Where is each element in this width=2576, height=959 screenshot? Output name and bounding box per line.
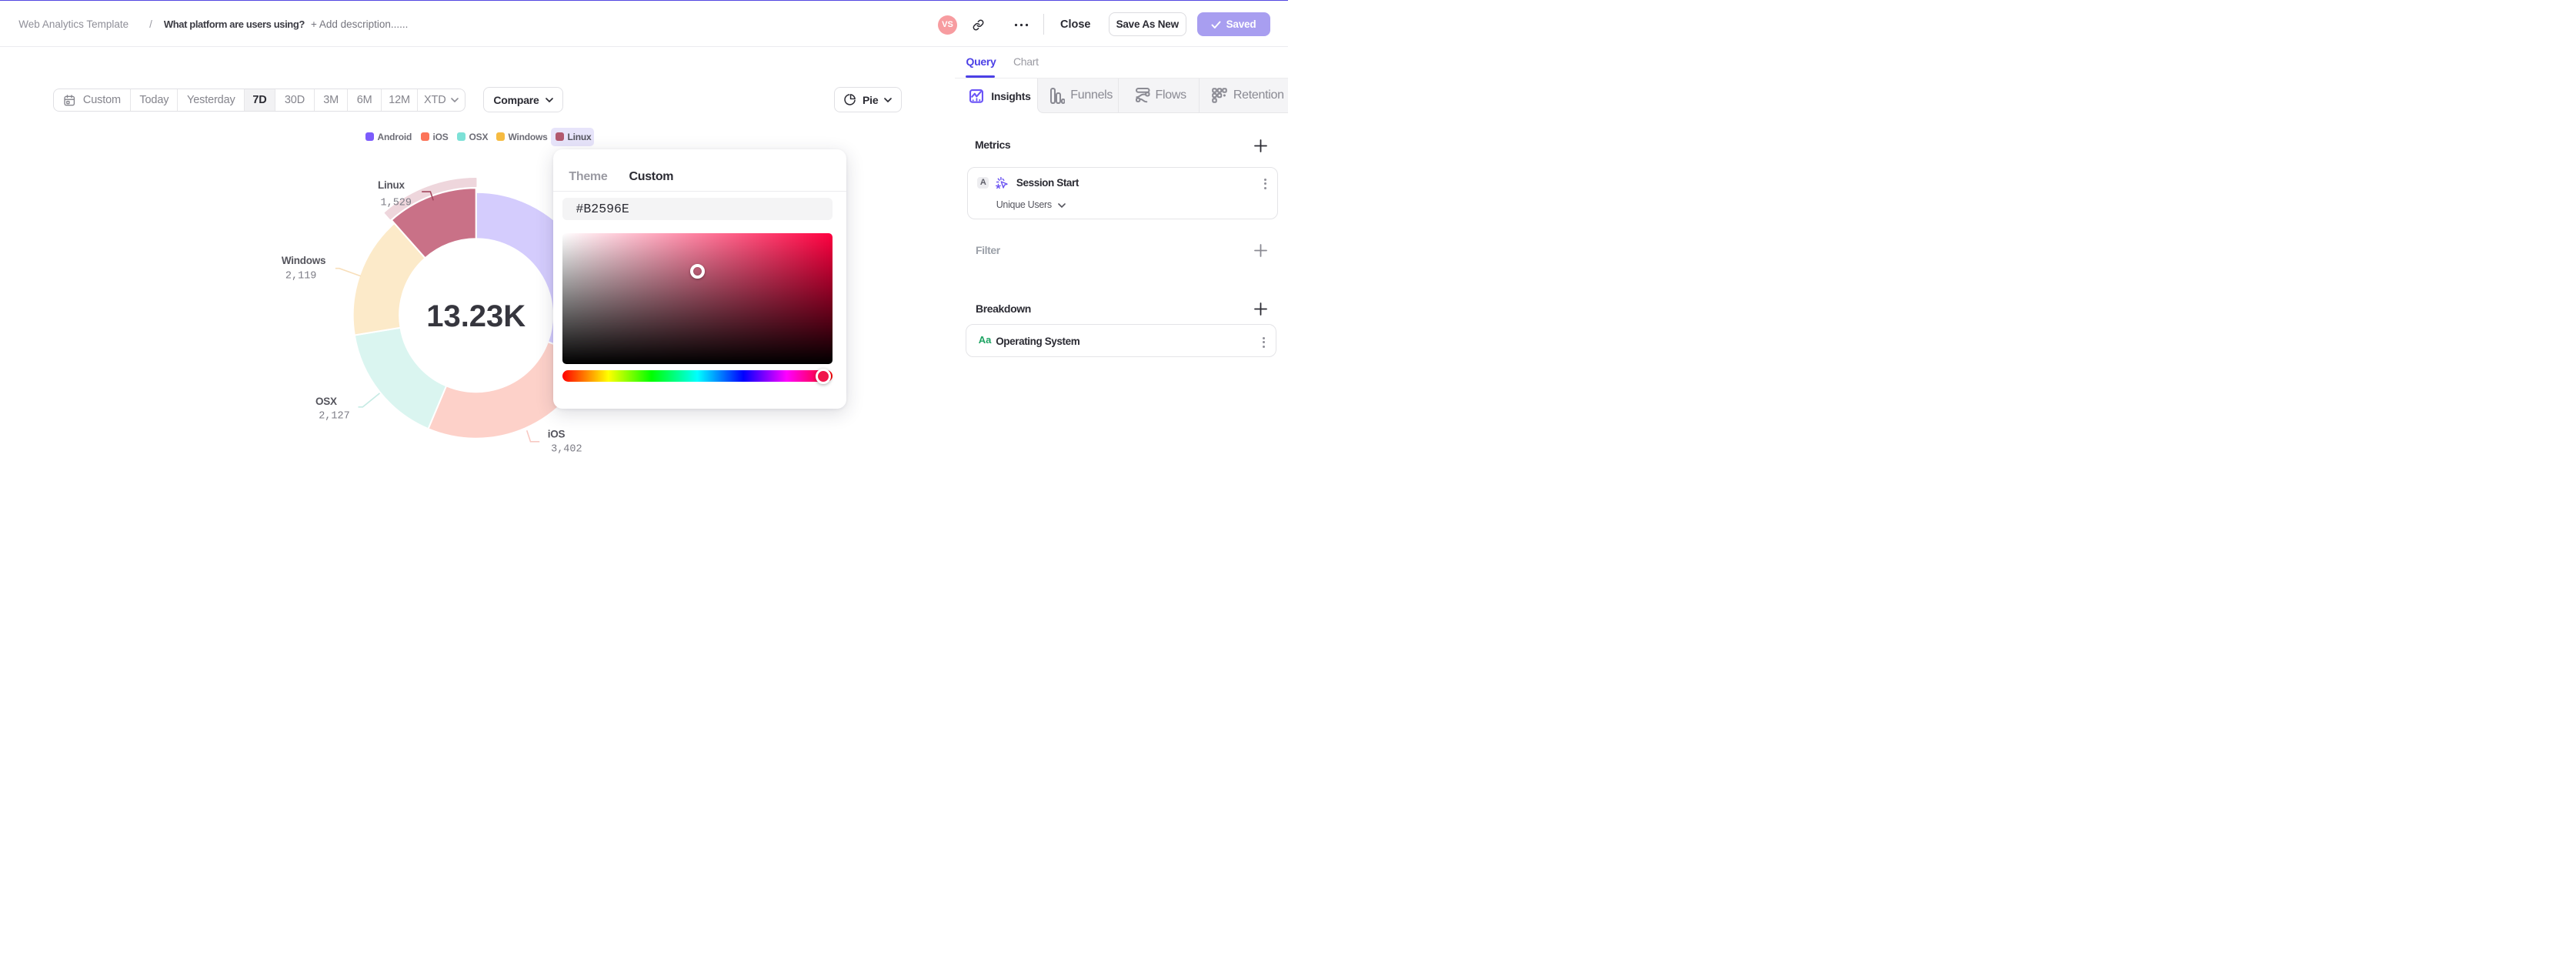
svg-text:3,402: 3,402 bbox=[551, 444, 582, 456]
svg-text:2,119: 2,119 bbox=[285, 271, 317, 282]
svg-text:OSX: OSX bbox=[315, 396, 337, 407]
svg-text:iOS: iOS bbox=[548, 429, 566, 440]
svg-text:1,529: 1,529 bbox=[381, 198, 412, 209]
svg-text:Windows: Windows bbox=[282, 255, 325, 266]
svg-text:Linux: Linux bbox=[378, 179, 405, 191]
svg-text:13.23K: 13.23K bbox=[426, 299, 526, 333]
svg-text:2,127: 2,127 bbox=[319, 411, 350, 423]
